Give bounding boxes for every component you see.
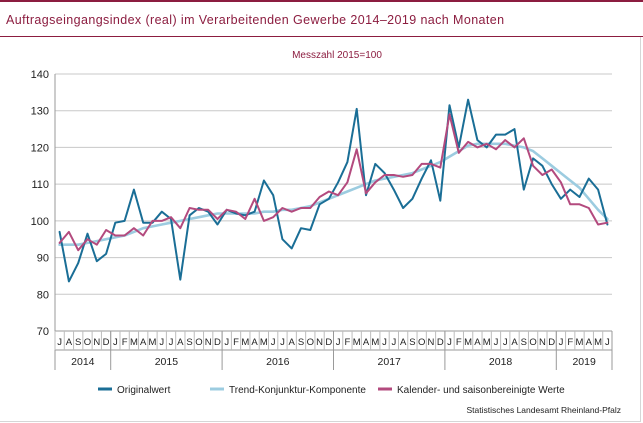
month-label: A [289, 337, 296, 348]
month-label: O [529, 337, 536, 348]
month-label: D [103, 337, 110, 348]
month-label: A [177, 337, 184, 348]
y-tick-label: 90 [37, 253, 49, 265]
month-label: M [353, 337, 361, 348]
top-accent-line [0, 0, 643, 2]
month-label: S [409, 337, 415, 348]
month-label: J [336, 337, 341, 348]
month-label: J [559, 337, 564, 348]
y-tick-label: 80 [37, 289, 49, 301]
month-label: J [503, 337, 508, 348]
month-label: O [84, 337, 91, 348]
month-label: N [539, 337, 546, 348]
chart-subtitle: Messzahl 2015=100 [292, 50, 382, 61]
series-lines [58, 98, 609, 283]
legend-label: Originalwert [117, 385, 171, 396]
month-label: M [260, 337, 268, 348]
month-label: M [241, 337, 249, 348]
month-label: J [57, 337, 62, 348]
month-label: D [214, 337, 221, 348]
chart-title: Auftragseingangsindex (real) im Verarbei… [6, 13, 505, 27]
y-axis-ticks: 70 80 90 100 110 120 130 140 [31, 69, 49, 338]
month-label: D [437, 337, 444, 348]
month-label: F [567, 337, 573, 348]
month-label: S [186, 337, 192, 348]
month-label: F [233, 337, 239, 348]
month-label: J [605, 337, 610, 348]
year-label: 2017 [378, 356, 402, 368]
month-label: M [371, 337, 379, 348]
year-label: 2014 [71, 356, 95, 368]
month-label: N [93, 337, 100, 348]
month-label: A [474, 337, 481, 348]
month-label: J [159, 337, 164, 348]
month-label: S [75, 337, 81, 348]
month-label: A [586, 337, 593, 348]
month-label: J [280, 337, 285, 348]
year-label: 2018 [489, 356, 513, 368]
month-label: J [113, 337, 118, 348]
month-label: S [298, 337, 304, 348]
month-label: J [494, 337, 499, 348]
month-label: A [511, 337, 518, 348]
year-label: 2015 [155, 356, 179, 368]
month-label: O [418, 337, 425, 348]
source-note: Statistisches Landesamt Rheinland-Pfalz [466, 405, 622, 415]
legend: Originalwert Trend-Konjunktur-Komponente K… [98, 385, 565, 396]
month-label: J [391, 337, 396, 348]
gridlines [54, 73, 612, 370]
month-label: D [548, 337, 555, 348]
month-label: J [169, 337, 174, 348]
month-label: F [345, 337, 351, 348]
series-line-0 [58, 98, 609, 283]
title-divider [0, 36, 643, 37]
month-label: J [382, 337, 387, 348]
month-label: M [464, 337, 472, 348]
month-label: A [66, 337, 73, 348]
month-label: A [140, 337, 147, 348]
month-label: J [447, 337, 452, 348]
month-label: N [205, 337, 212, 348]
month-label: A [251, 337, 258, 348]
legend-label: Kalender- und saisonbereinigte Werte [397, 385, 565, 396]
series-line-2 [58, 113, 609, 252]
month-label: M [594, 337, 602, 348]
month-label: A [400, 337, 407, 348]
year-label: 2016 [266, 356, 290, 368]
month-label: F [456, 337, 462, 348]
legend-label: Trend-Konjunktur-Komponente [229, 385, 366, 396]
y-tick-label: 120 [31, 142, 49, 154]
month-label: M [149, 337, 157, 348]
month-label: A [363, 337, 370, 348]
month-label: J [224, 337, 229, 348]
month-label: N [428, 337, 435, 348]
month-label: M [483, 337, 491, 348]
y-tick-label: 130 [31, 106, 49, 118]
month-label: S [521, 337, 527, 348]
month-label: M [130, 337, 138, 348]
month-label: M [576, 337, 584, 348]
y-tick-label: 140 [31, 69, 49, 81]
y-tick-label: 70 [37, 326, 49, 338]
month-label: O [307, 337, 314, 348]
month-label: D [325, 337, 332, 348]
month-label: O [195, 337, 202, 348]
y-tick-label: 100 [31, 216, 49, 228]
month-label: J [271, 337, 276, 348]
month-label: N [316, 337, 323, 348]
year-label: 2019 [572, 356, 596, 368]
month-label: F [122, 337, 128, 348]
y-tick-label: 110 [31, 179, 49, 191]
